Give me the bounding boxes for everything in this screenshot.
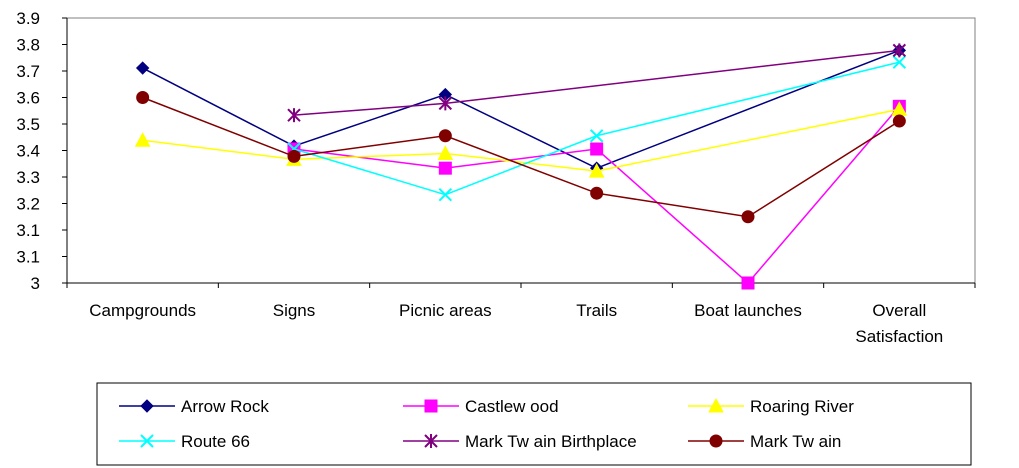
legend-marker [140, 399, 154, 413]
data-point [438, 187, 453, 202]
series-line [142, 96, 900, 218]
legend-item: Castlew ood [403, 397, 559, 416]
legend-item: Mark Tw ain [688, 432, 841, 451]
legend-marker [140, 434, 154, 448]
legend-item: Roaring River [688, 397, 854, 416]
legend-marker [424, 434, 438, 448]
legend-label: Roaring River [750, 397, 854, 416]
data-point [589, 129, 604, 143]
x-tick-label: Signs [273, 301, 316, 320]
y-tick-label: 3.8 [16, 36, 40, 55]
x-tick-label: Trails [576, 301, 617, 320]
series-line [142, 108, 900, 172]
x-tick-label: Campgrounds [89, 301, 196, 320]
legend-item: Route 66 [119, 432, 250, 451]
legend: Arrow Rock Castlew ood Roaring River Route … [96, 382, 972, 466]
data-point [136, 91, 150, 104]
data-point [892, 114, 906, 128]
data-point [741, 210, 755, 224]
data-point [438, 96, 453, 111]
legend-marker [708, 397, 724, 413]
data-point [892, 43, 907, 58]
x-tick-label: Picnic areas [399, 301, 492, 320]
y-tick-label: 3.3 [16, 168, 40, 187]
plot-area: 3 3.1 3.1 3.2 3.3 3.4 3.5 3.6 3.7 3.8 3.9 Campgroun… [16, 9, 976, 346]
y-tick-label: 3.5 [16, 115, 40, 134]
data-point [287, 149, 301, 163]
series-6 [136, 91, 906, 224]
legend-box [96, 382, 972, 466]
series-4 [287, 55, 907, 202]
x-tick-label: Boat launches [694, 301, 802, 320]
y-tick-label: 3.1 [16, 221, 40, 240]
legend-marker [709, 434, 723, 448]
legend-item: Mark Tw ain Birthplace [403, 432, 637, 451]
y-tick-label: 3 [31, 274, 40, 293]
data-point [438, 129, 452, 143]
legend-label: Mark Tw ain [750, 432, 841, 451]
data-point [590, 142, 604, 156]
y-tick-label: 3.9 [16, 9, 40, 28]
legend-label: Mark Tw ain Birthplace [465, 432, 637, 451]
y-tick-label: 3.2 [16, 195, 40, 214]
data-point [892, 55, 907, 69]
series-5 [287, 43, 907, 123]
legend-item: Arrow Rock [119, 397, 269, 416]
legend-marker [424, 399, 438, 413]
data-point [287, 108, 301, 123]
legend-label: Castlew ood [465, 397, 559, 416]
series-3 [134, 101, 908, 178]
legend-label: Route 66 [181, 432, 250, 451]
data-point [437, 145, 454, 160]
series-line [142, 49, 900, 169]
data-point [741, 276, 755, 290]
y-tick-label: 3.4 [16, 142, 40, 161]
data-point [438, 161, 452, 175]
y-tick-label: 3.7 [16, 62, 40, 81]
data-point [135, 61, 150, 75]
y-tick-label: 3.6 [16, 89, 40, 108]
series-line [293, 49, 900, 116]
data-point [134, 132, 151, 147]
legend-label: Arrow Rock [181, 397, 269, 416]
data-point [588, 163, 605, 178]
x-tick-label: Overall Satisfaction [855, 301, 943, 346]
data-point [590, 186, 604, 200]
y-tick-label: 3.1 [16, 248, 40, 267]
